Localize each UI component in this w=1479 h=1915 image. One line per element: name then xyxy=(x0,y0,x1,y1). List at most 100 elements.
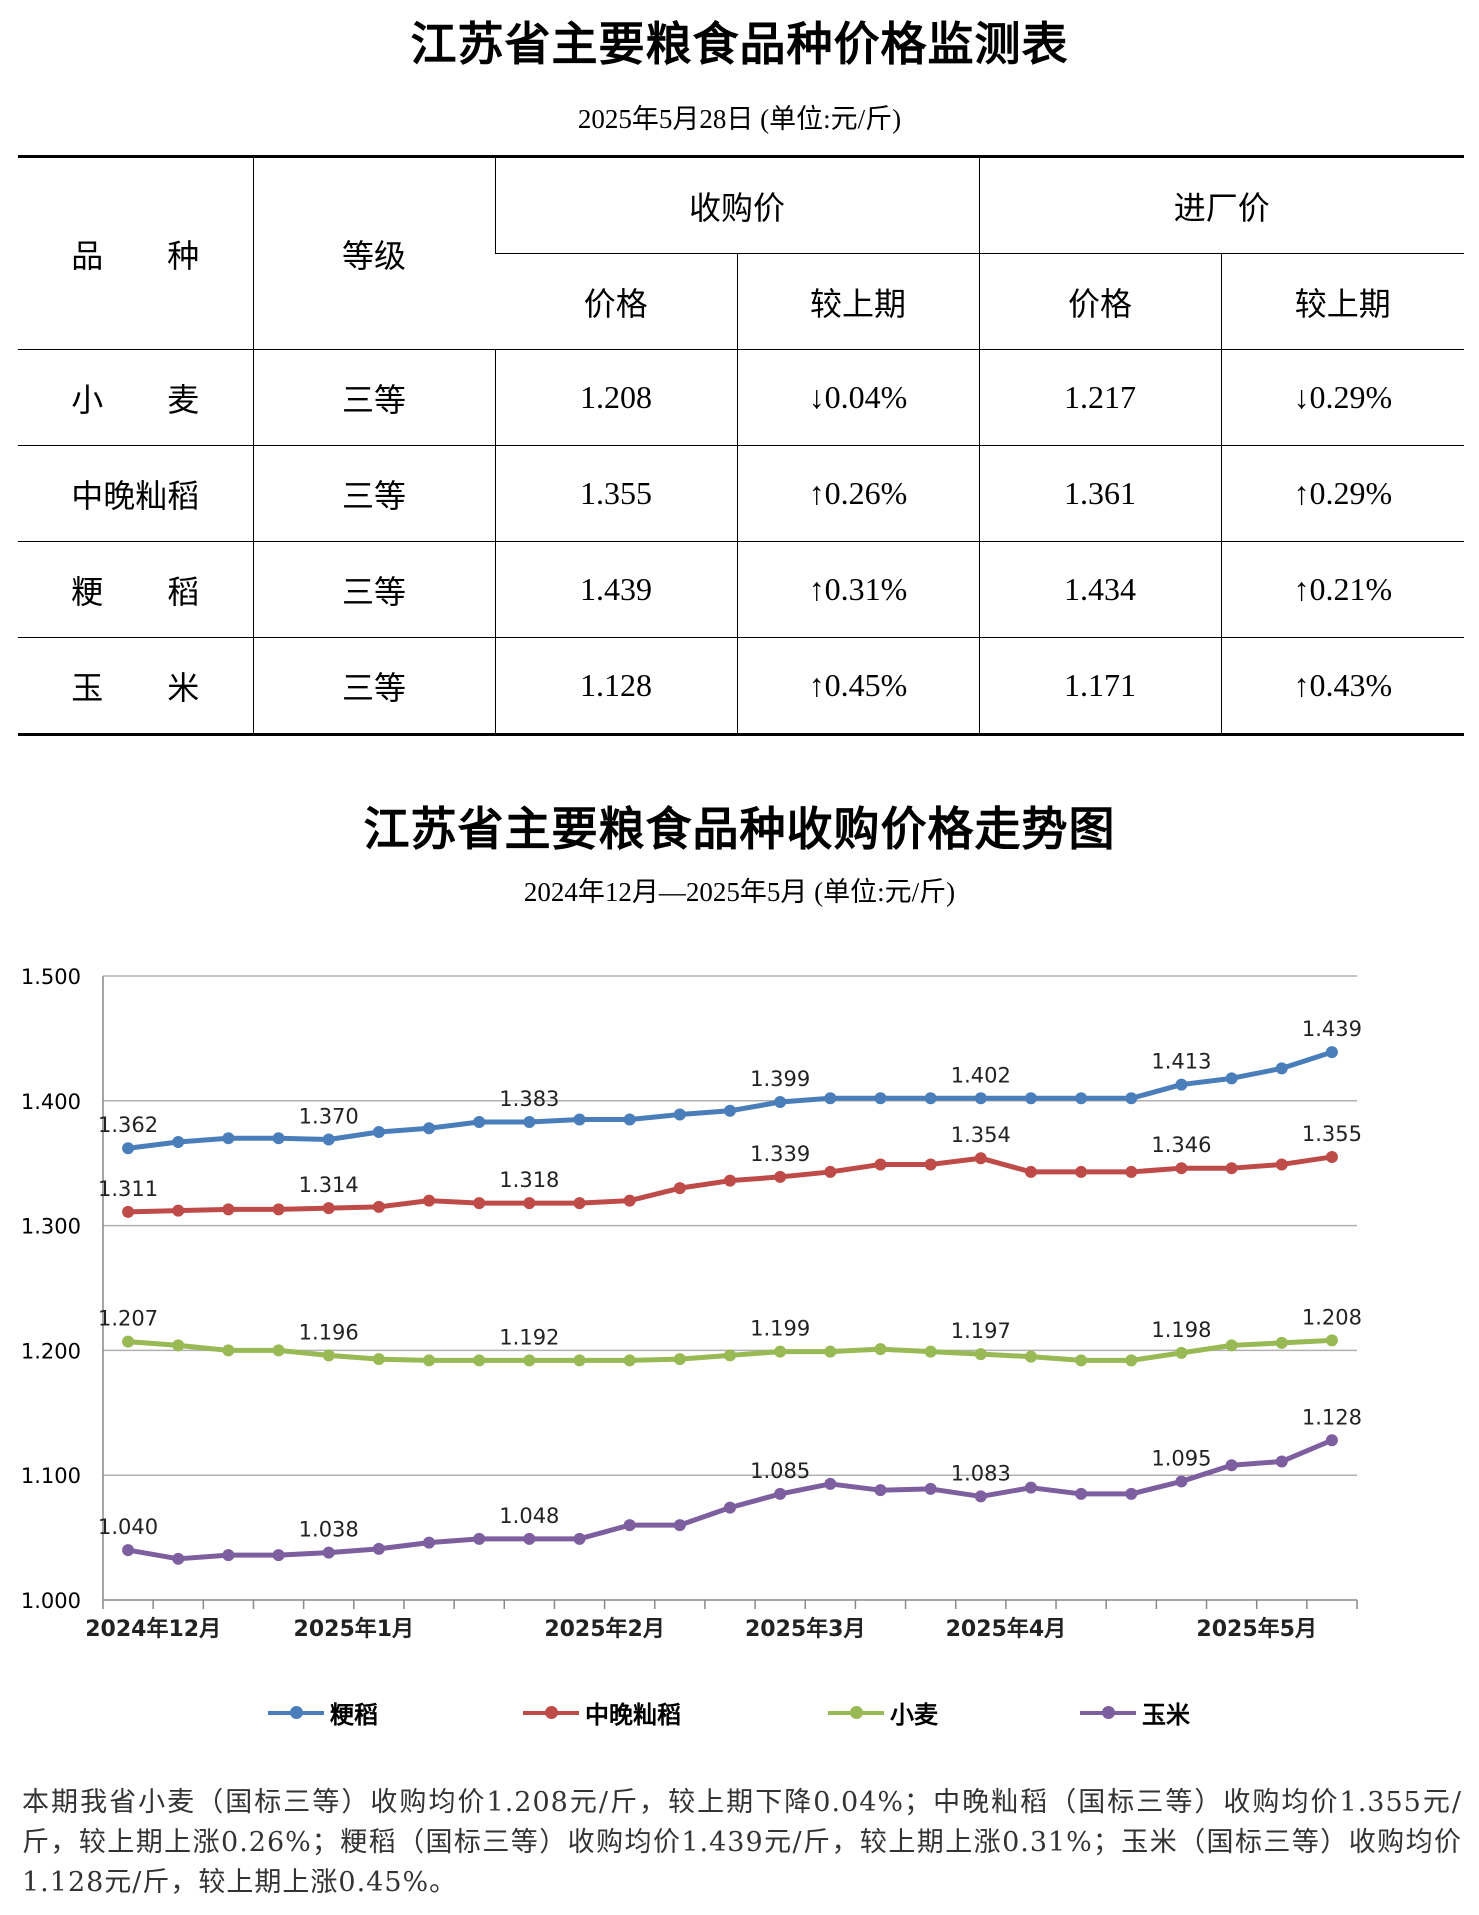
cell-factory-change: ↑0.43% xyxy=(1220,637,1465,736)
data-point xyxy=(523,1197,536,1210)
data-point xyxy=(1275,1062,1288,1075)
data-point xyxy=(774,1487,787,1500)
data-point xyxy=(322,1546,335,1559)
x-month-label: 2025年2月 xyxy=(544,1616,665,1642)
cell-purchase-price: 1.208 xyxy=(494,349,737,446)
x-month-label: 2024年12月 xyxy=(85,1616,221,1642)
legend-label: 中晚籼稻 xyxy=(585,1701,681,1729)
data-point xyxy=(523,1116,536,1129)
data-point xyxy=(1175,1078,1188,1091)
legend-swatch xyxy=(523,1705,579,1719)
table-header-row-2: 价格 较上期 价格 较上期 xyxy=(18,253,1465,350)
data-point xyxy=(824,1477,837,1490)
data-point xyxy=(172,1204,185,1217)
data-point xyxy=(1325,1150,1338,1163)
data-point xyxy=(1175,1162,1188,1175)
data-point xyxy=(974,1348,987,1361)
table-row: 小 麦 三等 1.208 ↓0.04% 1.217 ↓0.29% xyxy=(18,349,1465,446)
legend-swatch xyxy=(268,1705,324,1719)
data-label: 1.439 xyxy=(1302,1017,1362,1041)
data-point xyxy=(473,1116,486,1129)
data-point xyxy=(1225,1459,1238,1472)
data-point xyxy=(1275,1158,1288,1171)
data-label: 1.038 xyxy=(299,1518,359,1542)
data-point xyxy=(573,1532,586,1545)
header-variety: 品 种 xyxy=(18,155,253,350)
data-point xyxy=(272,1132,285,1145)
data-point xyxy=(874,1343,887,1356)
data-point xyxy=(372,1542,385,1555)
data-point xyxy=(874,1158,887,1171)
data-point xyxy=(473,1532,486,1545)
cell-grade: 三等 xyxy=(252,445,495,542)
data-point xyxy=(673,1353,686,1366)
cell-variety: 粳 稻 xyxy=(18,541,253,638)
data-label: 1.346 xyxy=(1151,1133,1211,1157)
legend-item: 中晚籼稻 xyxy=(523,1695,681,1730)
header-purchase-price: 价格 xyxy=(495,253,737,350)
table-subtitle: 2025年5月28日 (单位:元/斤) xyxy=(577,104,902,134)
data-point xyxy=(222,1132,235,1145)
table-header-row-1: 品 种 等级 收购价 进厂价 xyxy=(18,155,1465,350)
cell-factory-change: ↓0.29% xyxy=(1220,349,1465,446)
data-point xyxy=(1275,1336,1288,1349)
y-tick-label: 1.100 xyxy=(21,1464,81,1488)
data-point xyxy=(1024,1165,1037,1178)
data-point xyxy=(673,1182,686,1195)
cell-purchase-price: 1.355 xyxy=(494,445,737,542)
data-label: 1.355 xyxy=(1302,1122,1362,1146)
header-purchase: 收购价 xyxy=(494,155,980,254)
data-point xyxy=(1075,1487,1088,1500)
data-point xyxy=(1125,1354,1138,1367)
summary-text: 本期我省小麦（国标三等）收购均价1.208元/斤，较上期下降0.04%；中晚籼稻… xyxy=(22,1787,1462,1898)
cell-factory-price: 1.361 xyxy=(978,445,1222,542)
data-point xyxy=(122,1205,135,1218)
data-point xyxy=(1075,1092,1088,1105)
y-tick-label: 1.200 xyxy=(21,1339,81,1363)
data-label: 1.383 xyxy=(499,1087,559,1111)
data-point xyxy=(423,1122,436,1135)
cell-purchase-price: 1.439 xyxy=(494,541,737,638)
data-point xyxy=(724,1501,736,1514)
cell-grade: 三等 xyxy=(252,349,495,446)
data-point xyxy=(724,1104,736,1117)
data-label: 1.402 xyxy=(951,1063,1011,1087)
data-point xyxy=(724,1349,736,1362)
data-label: 1.085 xyxy=(750,1459,810,1483)
legend-swatch xyxy=(828,1705,884,1719)
legend-item: 玉米 xyxy=(1080,1695,1190,1730)
data-point xyxy=(423,1194,436,1207)
data-label: 1.199 xyxy=(750,1317,810,1341)
data-label: 1.362 xyxy=(98,1113,158,1137)
cell-factory-price: 1.434 xyxy=(978,541,1222,638)
data-point xyxy=(322,1349,335,1362)
cell-variety: 小 麦 xyxy=(18,349,253,446)
data-point xyxy=(172,1552,185,1565)
data-point xyxy=(573,1197,586,1210)
data-label: 1.399 xyxy=(750,1067,810,1091)
cell-factory-price: 1.171 xyxy=(978,637,1222,736)
data-label: 1.040 xyxy=(98,1515,158,1539)
data-point xyxy=(573,1354,586,1367)
data-point xyxy=(523,1532,536,1545)
data-point xyxy=(924,1158,937,1171)
price-table: 品 种 等级 收购价 进厂价 价格 较上期 价格 较上期 小 麦 三等 1.20… xyxy=(18,155,1465,736)
data-point xyxy=(473,1197,486,1210)
data-point xyxy=(322,1202,335,1215)
header-factory: 进厂价 xyxy=(978,155,1465,254)
x-month-label: 2025年5月 xyxy=(1196,1616,1317,1642)
data-label: 1.197 xyxy=(951,1319,1011,1343)
header-factory-price: 价格 xyxy=(978,253,1222,350)
data-label: 1.198 xyxy=(1151,1318,1211,1342)
data-point xyxy=(1325,1334,1338,1347)
data-point xyxy=(222,1203,235,1216)
header-factory-change: 较上期 xyxy=(1220,253,1465,350)
data-label: 1.192 xyxy=(499,1325,559,1349)
cell-factory-change: ↑0.21% xyxy=(1220,541,1465,638)
data-point xyxy=(372,1200,385,1213)
data-label: 1.314 xyxy=(299,1173,359,1197)
data-point xyxy=(1225,1162,1238,1175)
cell-grade: 三等 xyxy=(252,637,495,736)
data-label: 1.048 xyxy=(499,1504,559,1528)
legend-swatch xyxy=(1080,1705,1136,1719)
